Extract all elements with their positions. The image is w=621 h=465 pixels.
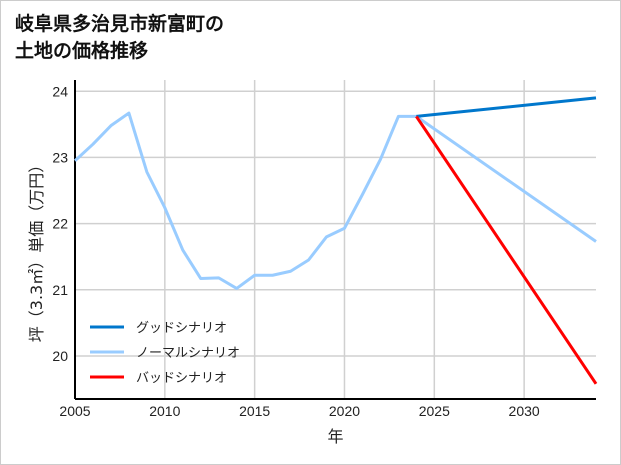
x-tick-label: 2020	[329, 403, 360, 419]
legend-label: バッドシナリオ	[136, 371, 227, 386]
x-axis-label: 年	[327, 427, 343, 446]
series-line-0	[416, 96, 597, 118]
x-tick-label: 2015	[239, 403, 270, 419]
legend-label: グッドシナリオ	[136, 321, 227, 336]
y-tick-label: 24	[52, 83, 68, 99]
series-line-1	[73, 111, 597, 290]
x-tick-label: 2005	[59, 403, 90, 419]
y-tick-label: 23	[52, 149, 68, 165]
y-tick-label: 20	[52, 348, 68, 364]
legend-label: ノーマルシナリオ	[136, 346, 240, 361]
chart-title: 岐阜県多治見市新富町の 土地の価格推移	[15, 11, 224, 65]
x-tick-label: 2030	[509, 403, 540, 419]
series-line-2	[415, 115, 598, 385]
x-tick-label: 2010	[149, 403, 180, 419]
chart-title-line2: 土地の価格推移	[15, 40, 149, 62]
y-tick-label: 22	[52, 216, 68, 232]
y-axis-label: 坪（3.3㎡）単価（万円）	[27, 157, 46, 342]
y-tick-label: 21	[52, 282, 68, 298]
chart-title-line1: 岐阜県多治見市新富町の	[15, 13, 225, 35]
x-tick-label: 2025	[419, 403, 450, 419]
